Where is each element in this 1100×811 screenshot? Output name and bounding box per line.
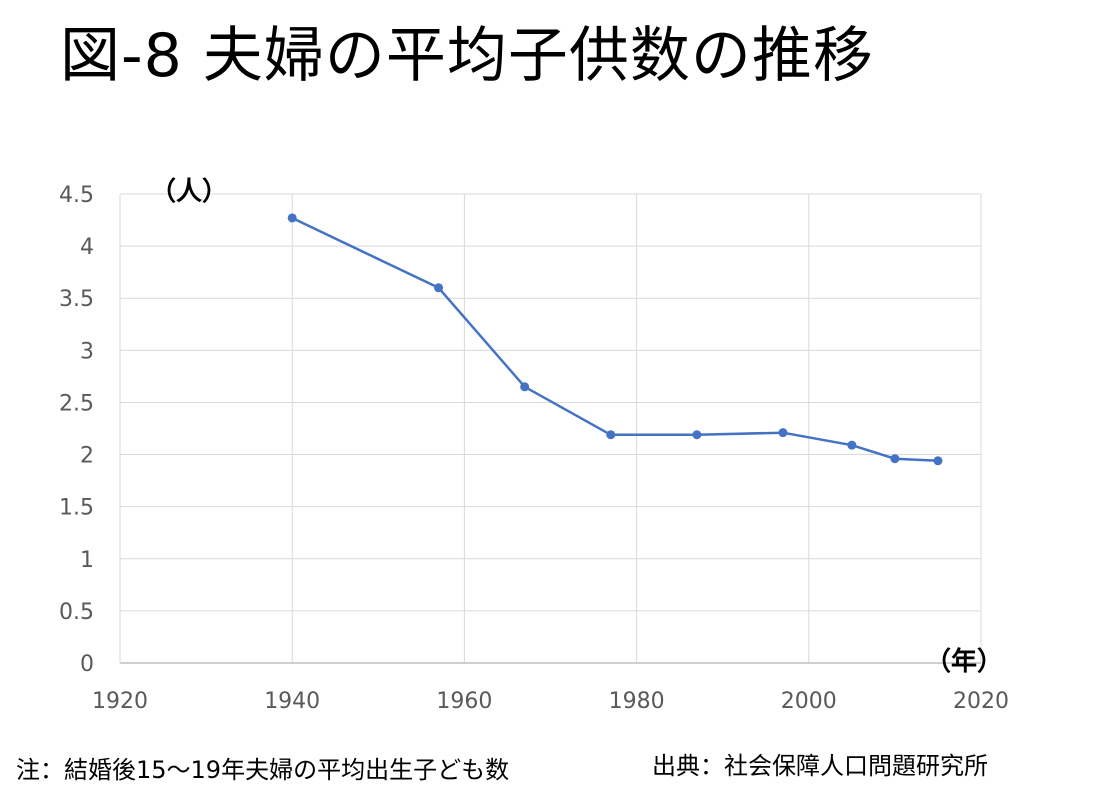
data-point bbox=[520, 382, 530, 392]
y-tick-label: 2.5 bbox=[59, 391, 94, 416]
data-point bbox=[287, 213, 297, 223]
source-credit: 出典：社会保障人口問題研究所 bbox=[652, 752, 988, 780]
x-tick-labels: 1920 1940 1960 1980 2000 2020 bbox=[92, 689, 1009, 714]
x-tick-label: 1960 bbox=[436, 689, 492, 714]
y-tick-label: 3 bbox=[80, 339, 94, 364]
series bbox=[287, 213, 943, 466]
page-title: 図-8 夫婦の平均子供数の推移 bbox=[60, 21, 874, 91]
x-tick-label: 2020 bbox=[953, 689, 1009, 714]
y-axis-label: （人） bbox=[150, 177, 228, 207]
y-tick-labels: 0 0.5 1 1.5 2 2.5 3 3.5 4 4.5 bbox=[59, 183, 94, 677]
y-tick-label: 4 bbox=[80, 235, 94, 260]
y-tick-label: 2 bbox=[80, 444, 94, 469]
y-tick-label: 0.5 bbox=[59, 600, 94, 625]
y-tick-label: 0 bbox=[80, 652, 94, 677]
data-point bbox=[778, 428, 788, 438]
y-tick-label: 4.5 bbox=[59, 183, 94, 208]
y-tick-label: 3.5 bbox=[59, 287, 94, 312]
data-point bbox=[890, 454, 900, 464]
axes bbox=[119, 194, 981, 664]
x-tick-label: 1980 bbox=[609, 689, 665, 714]
data-point bbox=[692, 430, 702, 440]
data-point bbox=[434, 283, 444, 293]
data-point bbox=[933, 456, 943, 466]
x-tick-label: 1940 bbox=[264, 689, 320, 714]
footnote: 注：結婚後15～19年夫婦の平均出生子ども数 bbox=[16, 756, 510, 784]
y-tick-label: 1.5 bbox=[59, 496, 94, 521]
grid-lines bbox=[119, 193, 982, 663]
y-tick-label: 1 bbox=[80, 548, 94, 573]
data-point bbox=[606, 430, 616, 440]
series-line bbox=[291, 216, 938, 463]
x-axis-label: （年） bbox=[925, 646, 1003, 677]
data-point bbox=[847, 440, 857, 450]
x-tick-label: 2000 bbox=[781, 689, 837, 714]
x-tick-label: 1920 bbox=[92, 689, 148, 714]
